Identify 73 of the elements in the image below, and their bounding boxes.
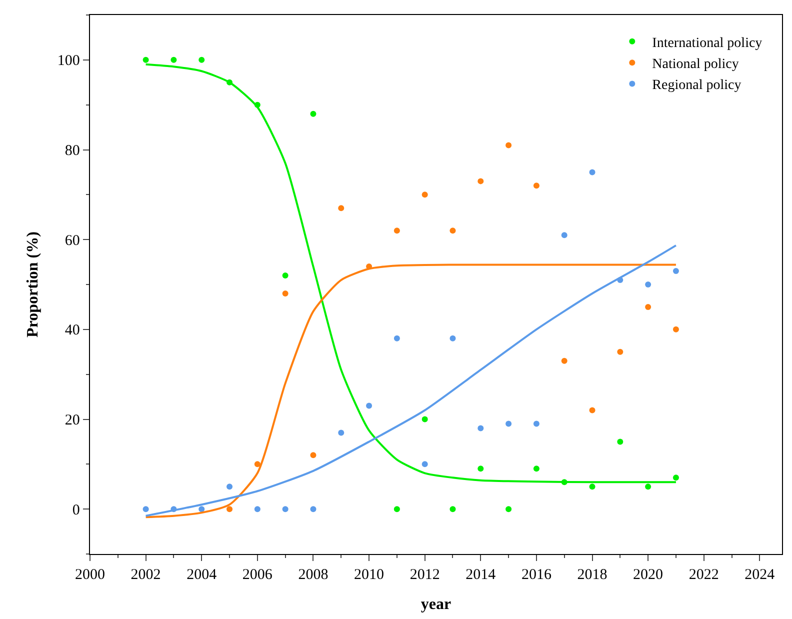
point (506, 420, 512, 427)
point (478, 178, 484, 184)
point (310, 506, 316, 512)
point (561, 232, 568, 238)
point (617, 348, 624, 355)
point (282, 272, 288, 279)
point (645, 282, 652, 288)
point (254, 461, 260, 468)
point (617, 438, 624, 445)
point (310, 452, 316, 458)
point (142, 506, 149, 512)
y-tick-label: 0 (72, 502, 80, 518)
point (506, 142, 512, 148)
y-tick-label: 60 (64, 232, 80, 249)
point (450, 506, 456, 512)
x-tick-label: 2016 (521, 567, 552, 584)
point (450, 228, 456, 234)
point (422, 416, 428, 422)
x-axis-title: year (420, 596, 452, 613)
point (506, 506, 512, 512)
x-tick-label: 2020 (633, 567, 664, 584)
point (198, 506, 205, 512)
x-tick-label: 2012 (410, 567, 440, 584)
point (226, 484, 233, 490)
x-tick-label: 2002 (130, 567, 161, 584)
point (589, 484, 596, 490)
legend-label: National policy (652, 57, 739, 72)
point (282, 290, 288, 296)
x-tick-label: 2000 (75, 567, 105, 584)
point (672, 268, 679, 274)
point (422, 461, 428, 468)
x-tick-label: 2014 (466, 567, 496, 584)
point (254, 506, 260, 512)
point (533, 466, 540, 472)
x-tick-label: 2024 (744, 567, 776, 584)
point (672, 474, 679, 481)
y-axis-title: Proportion (%) (24, 232, 42, 338)
point (533, 420, 540, 427)
point (366, 402, 372, 409)
x-tick-label: 2018 (577, 567, 608, 584)
point (142, 56, 149, 63)
point (394, 506, 400, 512)
point (561, 358, 568, 364)
point (198, 56, 205, 63)
point (226, 506, 233, 512)
point (170, 56, 177, 63)
point (589, 407, 596, 414)
point (672, 326, 679, 332)
point (310, 110, 316, 117)
point (478, 466, 484, 472)
y-tick-label: 40 (64, 322, 80, 339)
x-tick-label: 2004 (186, 567, 218, 584)
point (394, 335, 400, 342)
point (450, 335, 456, 342)
point (338, 430, 344, 436)
y-tick-label: 80 (64, 143, 80, 159)
legend-label: Regional policy (652, 78, 742, 94)
point (338, 205, 344, 212)
point (533, 182, 540, 189)
point (282, 506, 288, 512)
point (645, 484, 652, 490)
y-tick-label: 100 (57, 53, 80, 70)
x-tick-label: 2022 (688, 567, 719, 584)
x-tick-label: 2010 (354, 567, 384, 584)
legend-label: International policy (652, 36, 762, 51)
point (394, 228, 400, 234)
point (422, 192, 428, 198)
x-tick-label: 2006 (242, 567, 273, 584)
point (645, 304, 652, 310)
x-tick-label: 2008 (298, 567, 328, 584)
point (478, 425, 484, 432)
y-tick-label: 20 (64, 412, 80, 428)
point (589, 169, 596, 176)
